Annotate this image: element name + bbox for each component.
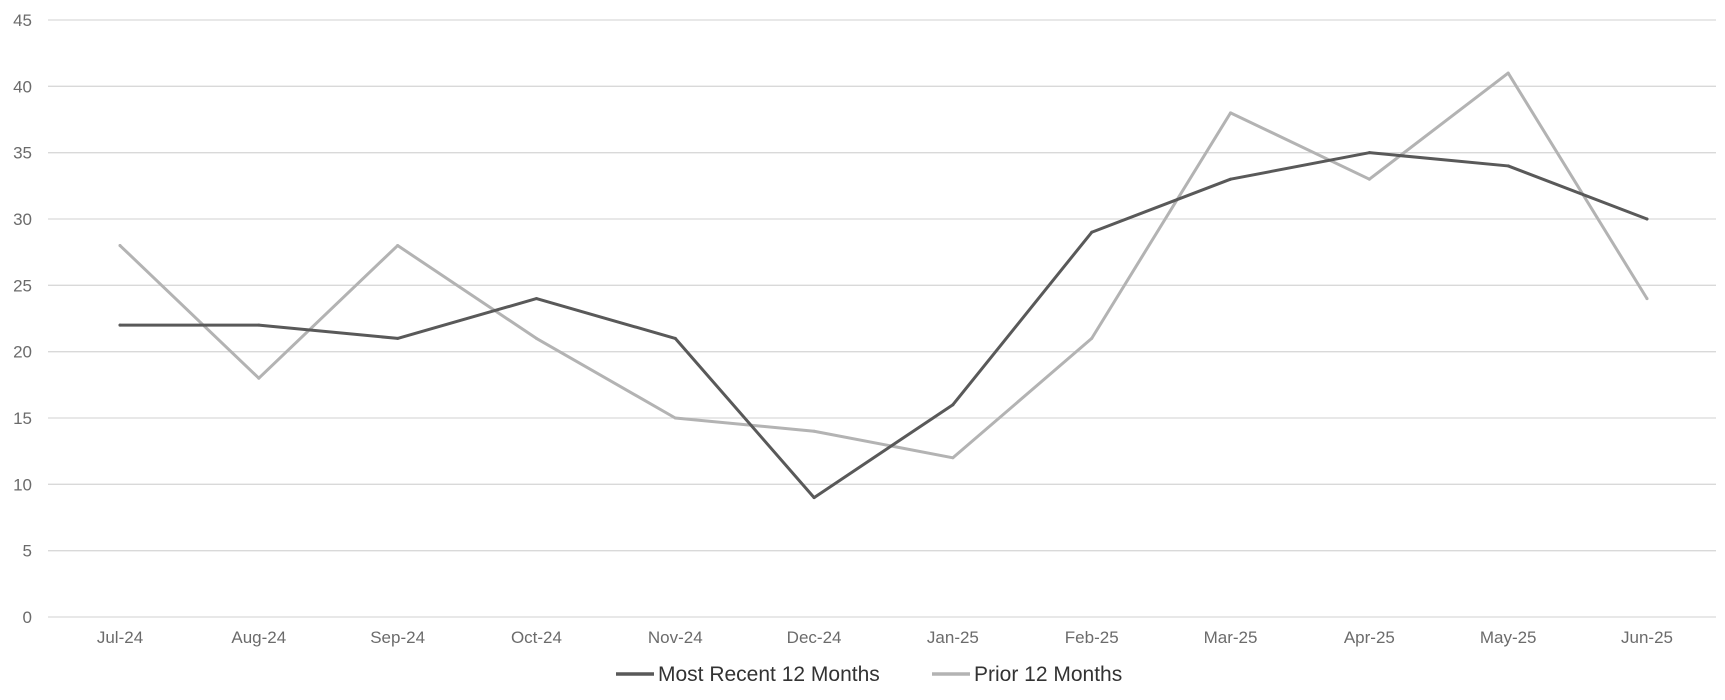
data-point: [812, 496, 816, 500]
legend-item: Prior 12 Months: [932, 663, 1122, 686]
x-axis: Jul-24 Aug-24 Sep-24 Oct-24 Nov-24 Dec-24 Jan-…: [97, 628, 1673, 647]
y-tick-label: 5: [23, 542, 32, 561]
y-tick-label: 40: [13, 77, 32, 96]
x-tick-label: Nov-24: [648, 628, 703, 647]
data-point: [1229, 177, 1233, 181]
data-point: [1367, 177, 1371, 181]
data-point: [1645, 297, 1649, 301]
legend-label: Prior 12 Months: [974, 663, 1122, 686]
x-tick-label: Jan-25: [927, 628, 979, 647]
y-tick-label: 20: [13, 343, 32, 362]
data-point: [812, 429, 816, 433]
data-point: [1506, 164, 1510, 168]
y-tick-label: 25: [13, 276, 32, 295]
x-tick-label: Sep-24: [370, 628, 425, 647]
data-point: [673, 336, 677, 340]
legend: Most Recent 12 Months Prior 12 Months: [616, 663, 1122, 686]
y-axis: 0 5 10 15 20 25 30 35 40 45: [13, 11, 32, 627]
x-tick-label: May-25: [1480, 628, 1537, 647]
data-point: [118, 323, 122, 327]
y-tick-label: 35: [13, 144, 32, 163]
y-tick-label: 10: [13, 475, 32, 494]
x-tick-label: Aug-24: [231, 628, 286, 647]
data-point: [257, 323, 261, 327]
data-point: [1367, 151, 1371, 155]
legend-label: Most Recent 12 Months: [658, 663, 880, 686]
x-tick-label: Feb-25: [1065, 628, 1119, 647]
x-tick-label: Dec-24: [787, 628, 842, 647]
y-tick-label: 30: [13, 210, 32, 229]
data-point: [396, 244, 400, 248]
series-line-most-recent-12-months: [118, 151, 1649, 500]
data-point: [1506, 71, 1510, 75]
data-point: [1090, 336, 1094, 340]
data-point: [534, 297, 538, 301]
gridlines: [48, 19, 1716, 618]
y-tick-label: 45: [13, 11, 32, 30]
x-tick-label: Mar-25: [1204, 628, 1258, 647]
data-point: [257, 376, 261, 380]
data-point: [534, 336, 538, 340]
x-tick-label: Jul-24: [97, 628, 143, 647]
data-point: [1090, 230, 1094, 234]
data-point: [1229, 111, 1233, 115]
x-tick-label: Oct-24: [511, 628, 562, 647]
series-group: [118, 71, 1649, 500]
legend-item: Most Recent 12 Months: [616, 663, 880, 686]
y-tick-label: 0: [23, 608, 32, 627]
data-point: [396, 336, 400, 340]
y-tick-label: 15: [13, 409, 32, 428]
data-point: [118, 244, 122, 248]
data-point: [951, 403, 955, 407]
data-point: [673, 416, 677, 420]
data-point: [951, 456, 955, 460]
x-tick-label: Apr-25: [1344, 628, 1395, 647]
data-point: [1645, 217, 1649, 221]
series-line-prior-12-months: [118, 71, 1649, 460]
x-tick-label: Jun-25: [1621, 628, 1673, 647]
